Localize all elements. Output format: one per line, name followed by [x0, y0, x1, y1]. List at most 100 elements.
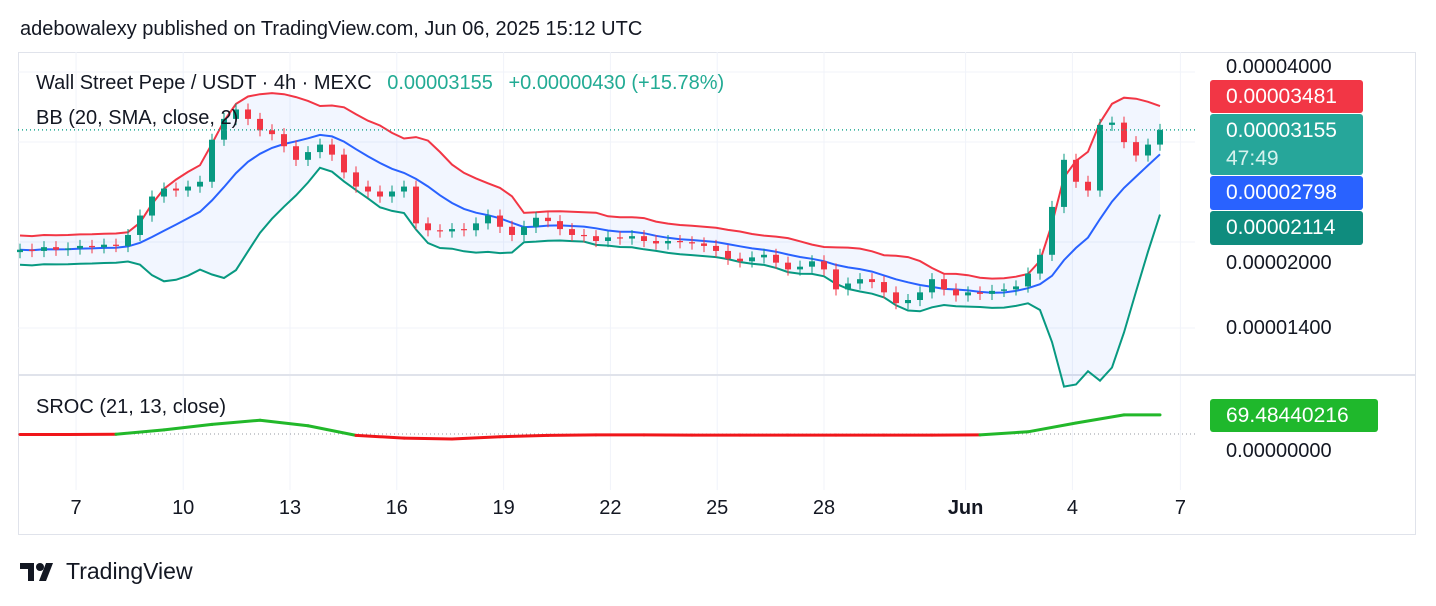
sroc-line-segment: [258, 418, 310, 428]
tradingview-logo-icon: [20, 562, 53, 581]
sroc-line-segment: [450, 435, 502, 441]
candle-body: [233, 109, 239, 119]
bb-legend[interactable]: BB (20, SMA, close, 2): [36, 107, 239, 129]
candle-body: [257, 118, 263, 131]
candle-body: [977, 292, 983, 294]
candle-body: [761, 254, 767, 258]
candle-body: [137, 215, 143, 235]
candle-body: [1133, 142, 1139, 156]
time-tick-label: 16: [385, 497, 408, 519]
candle-body: [461, 229, 467, 231]
bar-countdown: 47:49: [1226, 147, 1279, 170]
candle-body: [893, 292, 899, 304]
candle-body: [881, 282, 887, 293]
sroc-line-segment: [978, 430, 1030, 437]
candle-body: [209, 139, 215, 182]
candle-body: [1121, 122, 1127, 143]
candle-body: [869, 279, 875, 283]
candle-body: [1085, 181, 1091, 191]
time-tick-label: 7: [1174, 497, 1186, 519]
last-price: 0.00003155: [387, 72, 493, 94]
candle-body: [569, 229, 575, 235]
candle-body: [425, 223, 431, 231]
candle-body: [677, 240, 683, 243]
candle-body: [737, 258, 743, 262]
candle-body: [305, 152, 311, 160]
axis-label-low: 0.00001400: [1226, 317, 1332, 339]
candle-body: [401, 186, 407, 192]
candle-body: [437, 230, 443, 232]
candle-body: [1013, 286, 1019, 290]
candle-body: [77, 245, 83, 249]
candle-body: [533, 217, 539, 227]
candle-body: [593, 236, 599, 241]
candle-body: [245, 109, 251, 119]
time-tick-label: 4: [1066, 497, 1078, 519]
candle-body: [641, 236, 647, 241]
tradingview-logo[interactable]: TradingView: [20, 558, 193, 585]
last-price-value: 0.00003155: [1226, 119, 1337, 142]
sroc-line-segment: [1074, 413, 1126, 425]
candle-body: [857, 279, 863, 284]
candle-body: [1073, 159, 1079, 182]
sroc-line-segment: [114, 428, 166, 436]
sroc-line-segment: [1026, 421, 1078, 434]
candle-body: [101, 244, 107, 248]
bb-upper-label: 0.00003481: [1210, 80, 1363, 113]
candle-body: [89, 245, 95, 248]
candle-body: [161, 188, 167, 197]
candle-body: [1157, 129, 1163, 145]
time-tick-label: 22: [599, 497, 622, 519]
candle-body: [545, 217, 551, 222]
time-tick-label: 19: [492, 497, 515, 519]
candle-body: [965, 292, 971, 296]
candle-body: [509, 226, 515, 235]
time-tick-label: 28: [812, 497, 836, 519]
candle-body: [197, 181, 203, 187]
candle-body: [389, 191, 395, 197]
candle-body: [1001, 289, 1007, 291]
candle-body: [185, 186, 191, 191]
sroc-line-segment: [306, 424, 358, 437]
candle-body: [785, 262, 791, 270]
candle-body: [53, 247, 59, 250]
candle-body: [917, 292, 923, 301]
candle-body: [749, 257, 755, 262]
candle-body: [293, 146, 299, 160]
candle-body: [221, 118, 227, 140]
candle-body: [713, 245, 719, 251]
axis-label-sroc-zero: 0.00000000: [1226, 440, 1332, 462]
time-tick-label: 7: [70, 497, 82, 519]
time-tick-label: 13: [278, 497, 302, 519]
candle-body: [1145, 144, 1151, 156]
candle-body: [1025, 273, 1031, 287]
candle-body: [341, 154, 347, 173]
candle-body: [65, 248, 71, 250]
price-change: +0.00000430 (+15.78%): [508, 72, 725, 94]
candle-body: [929, 279, 935, 293]
candle-body: [689, 242, 695, 244]
candle-body: [269, 130, 275, 135]
sroc-legend[interactable]: SROC (21, 13, close): [36, 396, 227, 418]
bb-basis-line: [19, 133, 1161, 294]
candle-body: [845, 283, 851, 290]
candle-body: [833, 269, 839, 290]
candle-body: [353, 172, 359, 187]
candle-body: [1109, 122, 1115, 125]
time-tick-label: Jun: [947, 497, 984, 519]
candle-body: [725, 250, 731, 259]
candle-body: [701, 243, 707, 246]
axis-label-top: 0.00004000: [1226, 56, 1332, 78]
candle-body: [617, 237, 623, 239]
sroc-line-segment: [402, 436, 454, 441]
candle-body: [449, 229, 455, 232]
candle-body: [17, 249, 23, 253]
time-tick-label: 10: [172, 497, 195, 519]
candle-body: [377, 191, 383, 197]
candle-body: [521, 226, 527, 235]
symbol-title[interactable]: Wall Street Pepe / USDT · 4h · MEXC: [36, 72, 372, 94]
candle-body: [905, 300, 911, 304]
candle-body: [281, 134, 287, 147]
sroc-line-segment: [354, 433, 406, 440]
